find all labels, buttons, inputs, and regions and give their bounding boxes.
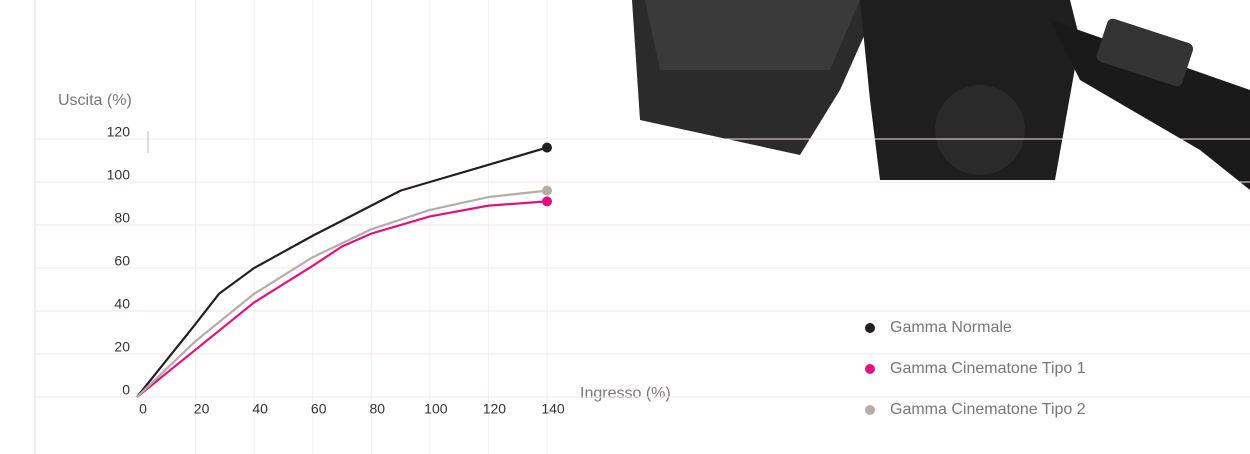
y-axis-label: Uscita (%) bbox=[58, 92, 132, 109]
y-tick-label: 60 bbox=[114, 253, 130, 269]
x-axis-label: Ingresso (%) bbox=[580, 385, 671, 402]
legend-marker bbox=[865, 364, 875, 374]
y-tick-label: 100 bbox=[107, 167, 131, 183]
camera-photo bbox=[630, 0, 1250, 190]
x-tick-label: 100 bbox=[424, 401, 448, 417]
line bbox=[137, 201, 547, 397]
x-tick-label: 0 bbox=[139, 401, 147, 417]
end-marker bbox=[542, 196, 552, 206]
y-tick-label: 120 bbox=[107, 124, 131, 140]
legend-marker bbox=[865, 405, 875, 415]
legend-label: Gamma Cinematone Tipo 1 bbox=[890, 360, 1086, 377]
end-marker bbox=[542, 143, 552, 153]
y-tick-label: 20 bbox=[114, 339, 130, 355]
end-marker bbox=[542, 186, 552, 196]
y-tick-label: 0 bbox=[122, 382, 130, 398]
legend-label: Gamma Normale bbox=[890, 319, 1012, 336]
x-tick-label: 140 bbox=[541, 401, 565, 417]
chart: Uscita (%) Ingresso (%) 0 20 40 60 80 100 120 0… bbox=[0, 0, 1250, 454]
legend-label: Gamma Cinematone Tipo 2 bbox=[890, 401, 1086, 418]
x-tick-label: 20 bbox=[194, 401, 210, 417]
legend-marker bbox=[865, 323, 875, 333]
x-tick-label: 40 bbox=[252, 401, 268, 417]
y-tick-label: 80 bbox=[114, 210, 130, 226]
x-tick-label: 80 bbox=[369, 401, 385, 417]
x-tick-label: 120 bbox=[483, 401, 507, 417]
x-tick-label: 60 bbox=[311, 401, 327, 417]
line bbox=[137, 148, 547, 397]
y-tick-label: 40 bbox=[114, 296, 130, 312]
